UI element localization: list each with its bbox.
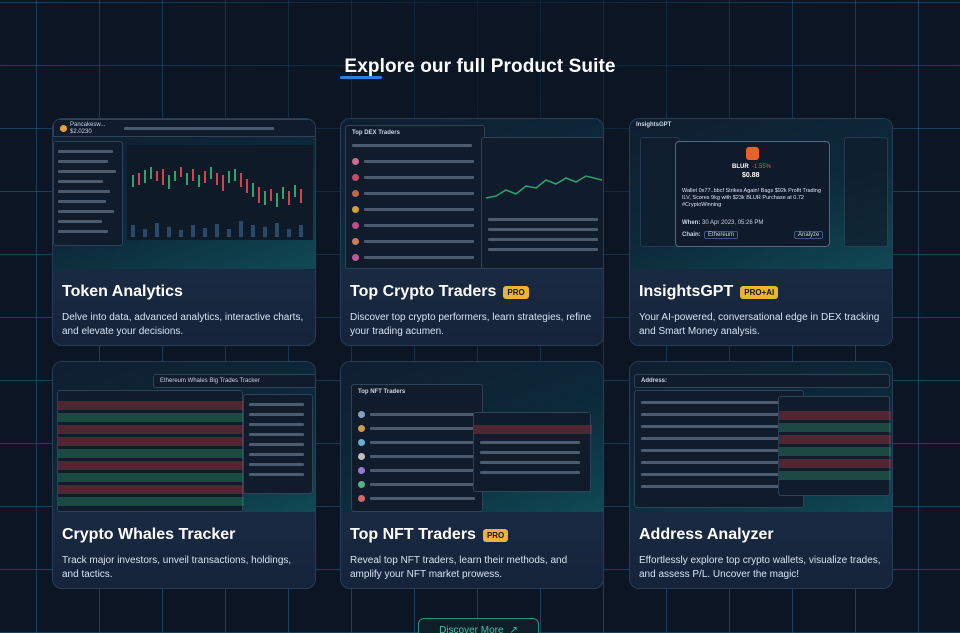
card-title-text: Address Analyzer (639, 526, 774, 543)
blur-token-icon (746, 147, 759, 160)
card-title: Top NFT Traders PRO (350, 525, 594, 545)
card-preview-crypto-whales-tracker: Ethereum Whales Big Trades Tracker (53, 362, 315, 512)
popup-chain-value: Ethereum (704, 231, 739, 239)
popup-price: $0.88 (742, 172, 760, 179)
card-preview-token-analytics: Pancakesw... $2.0230 (53, 119, 315, 269)
card-body: Token Analytics Delve into data, advance… (53, 269, 315, 345)
popup-change: -1.55% (752, 164, 772, 170)
popup-when-label: When: (682, 220, 701, 226)
card-title-text: Top NFT Traders (350, 526, 476, 543)
heading-accent (340, 76, 382, 79)
card-preview-insightsgpt: InsightsGPT BLUR -1.55% $0.88 Wallet 0x7… (630, 119, 892, 269)
card-description: Discover top crypto performers, learn st… (350, 312, 592, 337)
card-preview-top-nft-traders: Top NFT Traders (341, 362, 603, 512)
preview-address-bar: Address: (634, 374, 890, 388)
arrow-up-right-icon: ↗ (509, 625, 518, 633)
card-title-text: Crypto Whales Tracker (62, 526, 236, 543)
card-body: Top Crypto Traders PRO Discover top cryp… (341, 269, 603, 345)
card-title: Address Analyzer (639, 525, 883, 545)
preview-nft-table: Top NFT Traders (351, 384, 483, 512)
preview-panel-title: Ethereum Whales Big Trades Tracker (160, 378, 260, 384)
insight-popup: BLUR -1.55% $0.88 Wallet 0x77..bbcf Stri… (675, 141, 830, 247)
preview-filter-panel (243, 394, 313, 494)
preview-line-chart (486, 175, 602, 199)
card-body: Crypto Whales Tracker Track major invest… (53, 512, 315, 588)
card-top-nft-traders[interactable]: Top NFT Traders Top NFT Traders PRO Reve… (340, 361, 604, 589)
card-title: Top Crypto Traders PRO (350, 282, 594, 302)
preview-table-panel: Top DEX Traders (345, 125, 485, 269)
preview-app-label: InsightsGPT (636, 122, 672, 128)
preview-address-table (634, 390, 804, 508)
popup-analyze-button: Analyze (794, 231, 824, 239)
section-heading: Explore our full Product Suite (344, 56, 616, 77)
card-title-text: InsightsGPT (639, 283, 734, 300)
popup-when-value: 30 Apr 2023, 05:26 PM (702, 220, 764, 226)
preview-nft-popup (473, 412, 592, 492)
preview-chart-panel (481, 137, 603, 269)
card-insightsgpt[interactable]: InsightsGPT BLUR -1.55% $0.88 Wallet 0x7… (629, 118, 893, 346)
discover-more-label: Discover More (439, 625, 504, 633)
preview-whale-table (57, 390, 244, 512)
popup-message: Wallet 0x77..bbcf Strikes Again! Bags $9… (682, 188, 821, 208)
card-address-analyzer[interactable]: Address: Address Analyzer Effortlessly e… (629, 361, 893, 589)
card-description: Delve into data, advanced analytics, int… (62, 312, 304, 337)
preview-panel-title: Top NFT Traders (358, 389, 406, 395)
discover-more-button[interactable]: Discover More ↗ (418, 618, 539, 633)
card-body: Address Analyzer Effortlessly explore to… (630, 512, 892, 588)
popup-chain-label: Chain: (682, 232, 701, 238)
card-description: Your AI-powered, conversational edge in … (639, 312, 880, 337)
candlestick-chart (127, 145, 313, 240)
card-description: Track major investors, unveil transactio… (62, 555, 292, 580)
preview-panel-title: Address: (641, 378, 668, 384)
preview-bg-card-left (640, 137, 680, 247)
card-title-text: Token Analytics (62, 283, 183, 300)
card-description: Reveal top NFT traders, learn their meth… (350, 555, 568, 580)
card-title-text: Top Crypto Traders (350, 283, 497, 300)
card-top-crypto-traders[interactable]: Top DEX Traders Top Crypto Traders PRO D… (340, 118, 604, 346)
card-body: InsightsGPT PRO+AI Your AI-powered, conv… (630, 269, 892, 345)
pro-ai-badge: PRO+AI (740, 285, 779, 299)
preview-header: Pancakesw... $2.0230 (53, 119, 315, 137)
preview-title-bar: Ethereum Whales Big Trades Tracker (153, 374, 315, 388)
card-description: Effortlessly explore top crypto wallets,… (639, 555, 881, 580)
pro-badge: PRO (503, 285, 529, 299)
card-preview-address-analyzer: Address: (630, 362, 892, 512)
preview-panel-title: Top DEX Traders (352, 130, 400, 136)
preview-bg-card-right (844, 137, 888, 247)
card-title: Token Analytics (62, 282, 306, 302)
pro-badge: PRO (482, 528, 509, 542)
card-title: InsightsGPT PRO+AI (639, 282, 883, 302)
card-token-analytics[interactable]: Pancakesw... $2.0230 (52, 118, 316, 346)
preview-token-price: $2.0230 (70, 129, 92, 135)
preview-sidebar (53, 141, 123, 246)
card-preview-top-crypto-traders: Top DEX Traders (341, 119, 603, 269)
preview-token-label: Pancakesw... (70, 122, 106, 128)
card-crypto-whales-tracker[interactable]: Ethereum Whales Big Trades Tracker Cryp (52, 361, 316, 589)
card-body: Top NFT Traders PRO Reveal top NFT trade… (341, 512, 603, 588)
preview-trades-panel (778, 396, 891, 496)
card-title: Crypto Whales Tracker (62, 525, 306, 545)
popup-token: BLUR (732, 164, 749, 170)
token-logo-icon (60, 125, 67, 132)
